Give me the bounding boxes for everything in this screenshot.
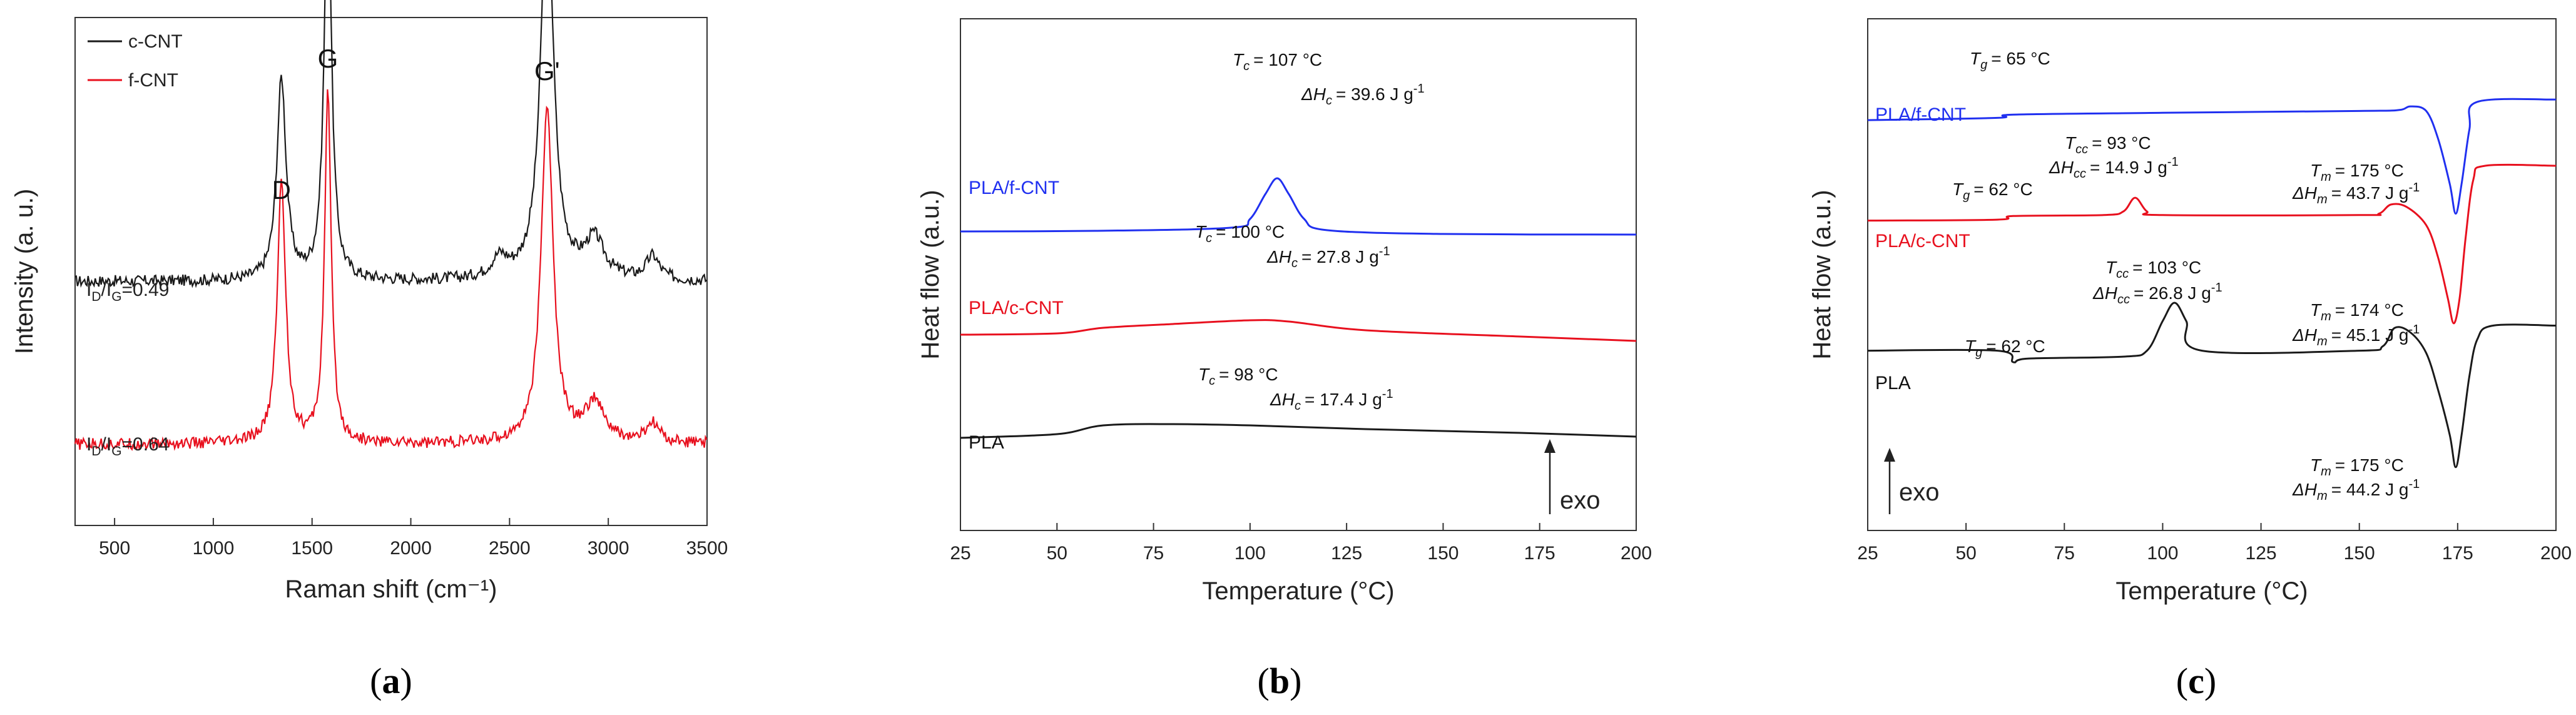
panel-a-plot-frame — [74, 17, 708, 526]
panel-b-y-axis-label: Heat flow (a.u.) — [917, 190, 944, 359]
x-tick-label: 150 — [2344, 543, 2375, 564]
annotation-c-pla-tm-2: Tm = 175 °C ΔHm = 44.2 J g-1 — [2292, 455, 2420, 503]
svg-text:Tm= 174 °C: Tm = 174 °C — [2310, 300, 2404, 323]
panel-c-dsc-heating-chart: 25 50 75 100 125 150 175 200 PLA/f-CNT PLA/c-CN… — [1808, 18, 2572, 701]
annotation-pla-c-cnt: Tc = 100 °C ΔHc = 27.8 J g-1 — [1195, 222, 1390, 270]
peak-label-d: D — [272, 175, 291, 205]
svg-text:ΔHm= 44.2 J g-1: ΔHm = 44.2 J g-1 — [2292, 477, 2420, 503]
series-line-c-cnt — [74, 0, 708, 288]
panel-a-legend: c-CNT f-CNT — [88, 31, 183, 91]
x-tick-label: 2000 — [390, 538, 432, 559]
peak-label-g-prime: G' — [534, 56, 560, 86]
x-tick-label: 500 — [99, 538, 130, 559]
svg-text:Tm= 175 °C: Tm = 175 °C — [2310, 455, 2404, 479]
ratio-label-c-cnt: ID/IG=0.49 — [86, 280, 169, 304]
svg-text:ΔHc= 27.8 J g-1: ΔHc = 27.8 J g-1 — [1266, 245, 1390, 270]
svg-text:Tm= 175 °C: Tm = 175 °C — [2310, 161, 2404, 184]
x-tick-label: 3500 — [686, 538, 728, 559]
annotation-c-c-cnt-tcc: Tcc = 93 °C ΔHcc = 14.9 J g-1 — [2049, 133, 2179, 181]
ratio-label-f-cnt: ID/IG=0.64 — [86, 434, 169, 459]
series-line-pla-c-cnt — [1867, 163, 2557, 325]
annotation-c-f-cnt-tg: Tg = 65 °C — [1970, 49, 2050, 72]
peak-label-g: G — [318, 44, 339, 73]
panel-b-x-ticks: 25 50 75 100 125 150 175 200 — [950, 523, 1652, 564]
series-line-pla — [960, 423, 1637, 439]
svg-text:Tc= 98 °C: Tc = 98 °C — [1198, 365, 1278, 388]
panel-c-y-axis-label: Heat flow (a.u.) — [1808, 190, 1836, 359]
series-line-f-cnt — [74, 89, 708, 451]
exo-arrow-b: exo — [1544, 439, 1601, 514]
x-tick-label: 50 — [1047, 543, 1067, 564]
x-tick-label: 100 — [2147, 543, 2178, 564]
x-tick-label: 125 — [2246, 543, 2277, 564]
x-tick-label: 200 — [2540, 543, 2572, 564]
series-label-pla: PLA — [969, 432, 1004, 453]
panel-c-x-axis-label: Temperature (°C) — [2115, 577, 2308, 605]
x-tick-label: 150 — [1427, 543, 1459, 564]
annotation-c-pla-tcc: Tcc = 103 °C ΔHcc = 26.8 J g-1 — [2092, 258, 2222, 307]
annotation-c-c-cnt-tg: Tg = 62 °C — [1952, 180, 2033, 203]
svg-text:Tcc= 93 °C: Tcc = 93 °C — [2065, 133, 2151, 156]
x-tick-label: 3000 — [588, 538, 629, 559]
x-tick-label: 175 — [1524, 543, 1555, 564]
panel-b-x-axis-label: Temperature (°C) — [1202, 577, 1394, 605]
x-tick-label: 25 — [950, 543, 970, 564]
panel-a-x-ticks: 500 1000 1500 2000 2500 3000 3500 — [99, 518, 728, 559]
series-label-c-pla-c-cnt: PLA/c-CNT — [1875, 231, 1970, 251]
panel-b-dsc-cooling-chart: 25 50 75 100 125 150 175 200 PLA/f-CNT PLA/c-CN… — [917, 18, 1652, 701]
panel-b-series — [960, 177, 1637, 439]
exo-arrow-c: exo — [1884, 448, 1940, 514]
panel-b-label: (b) — [1258, 661, 1302, 701]
svg-text:Tc= 100 °C: Tc = 100 °C — [1195, 222, 1285, 245]
x-tick-label: 75 — [2054, 543, 2075, 564]
exo-label-c: exo — [1899, 479, 1940, 506]
series-line-pla-f-cnt — [1867, 98, 2557, 215]
svg-text:ΔHcc= 26.8 J g-1: ΔHcc = 26.8 J g-1 — [2092, 281, 2222, 307]
series-label-pla-f-cnt: PLA/f-CNT — [969, 178, 1059, 198]
svg-text:ΔHc= 39.6 J g-1: ΔHc = 39.6 J g-1 — [1301, 82, 1425, 108]
series-line-pla — [1867, 302, 2557, 469]
panel-c-series — [1867, 98, 2557, 469]
annotation-c-c-cnt-tm: Tm = 175 °C ΔHm = 43.7 J g-1 — [2292, 161, 2420, 206]
x-tick-label: 50 — [1955, 543, 1976, 564]
x-tick-label: 25 — [1857, 543, 1878, 564]
svg-text:ΔHm= 43.7 J g-1: ΔHm = 43.7 J g-1 — [2292, 181, 2420, 206]
panel-a-x-axis-label: Raman shift (cm⁻¹) — [285, 576, 497, 603]
series-line-pla-f-cnt — [960, 177, 1637, 236]
panel-c-plot-frame — [1867, 18, 2557, 531]
x-tick-label: 100 — [1235, 543, 1266, 564]
annotation-c-pla-tm-1: Tm = 174 °C ΔHm = 45.1 J g-1 — [2292, 300, 2420, 348]
x-tick-label: 200 — [1621, 543, 1652, 564]
x-tick-label: 75 — [1143, 543, 1164, 564]
x-tick-label: 1000 — [193, 538, 235, 559]
series-label-pla-c-cnt: PLA/c-CNT — [969, 298, 1064, 318]
exo-label-b: exo — [1560, 487, 1601, 514]
panel-a-label: (a) — [370, 661, 412, 701]
panel-a-y-axis-label: Intensity (a. u.) — [11, 189, 38, 355]
panel-a-raman-chart: 500 1000 1500 2000 2500 3000 3500 c-CNT f-CNT … — [11, 0, 728, 701]
legend-label-c-cnt: c-CNT — [128, 31, 183, 52]
series-label-c-pla: PLA — [1875, 373, 1911, 393]
svg-text:ΔHc= 17.4 J g-1: ΔHc = 17.4 J g-1 — [1270, 387, 1393, 413]
series-label-c-pla-f-cnt: PLA/f-CNT — [1875, 104, 1966, 125]
series-line-pla-c-cnt — [960, 319, 1637, 342]
x-tick-label: 2500 — [489, 538, 531, 559]
svg-text:Tc= 107 °C: Tc = 107 °C — [1233, 50, 1322, 73]
panel-c-x-ticks: 25 50 75 100 125 150 175 200 — [1857, 523, 2572, 564]
svg-text:ΔHcc= 14.9 J g-1: ΔHcc = 14.9 J g-1 — [2049, 155, 2179, 181]
legend-label-f-cnt: f-CNT — [128, 70, 178, 91]
panel-c-label: (c) — [2176, 661, 2216, 701]
panel-b-plot-frame — [960, 18, 1637, 531]
x-tick-label: 1500 — [291, 538, 333, 559]
svg-text:Tcc= 103 °C: Tcc = 103 °C — [2105, 258, 2201, 281]
annotation-c-pla-tg: Tg = 62 °C — [1965, 337, 2045, 360]
x-tick-label: 125 — [1331, 543, 1362, 564]
panel-a-series — [74, 0, 708, 451]
annotation-pla: Tc = 98 °C ΔHc = 17.4 J g-1 — [1198, 365, 1393, 413]
x-tick-label: 175 — [2442, 543, 2473, 564]
svg-text:ΔHm= 45.1 J g-1: ΔHm = 45.1 J g-1 — [2292, 323, 2420, 348]
annotation-pla-f-cnt: Tc = 107 °C ΔHc = 39.6 J g-1 — [1233, 50, 1425, 108]
